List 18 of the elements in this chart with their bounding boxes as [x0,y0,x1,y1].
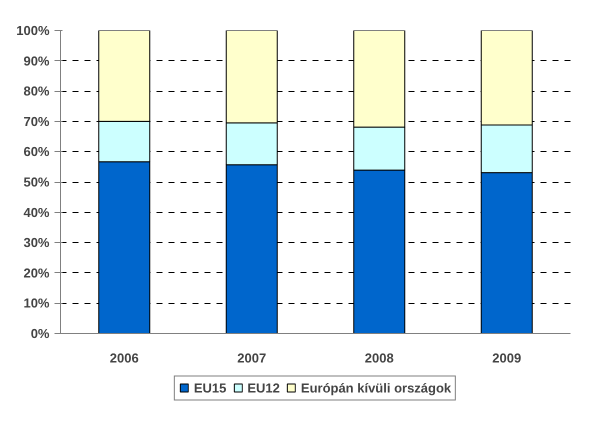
y-tick-label: 50% [23,174,50,190]
legend-label: EU15 [194,380,226,395]
y-tick-label: 100% [16,23,50,38]
y-tick-label: 60% [23,144,50,160]
y-tick-label: 30% [23,235,50,250]
y-tick-label: 10% [23,296,50,311]
x-tick-label: 2006 [110,350,139,366]
y-tick-label: 80% [23,84,50,99]
y-tick-label: 40% [23,204,50,220]
y-tick-label: 70% [23,114,50,129]
legend-label: EU12 [247,380,280,395]
x-tick-label: 2009 [492,350,522,366]
y-tick-label: 20% [23,265,50,280]
legend-label: Európán kívüli országok [300,380,452,395]
y-tick-label: 0% [30,326,50,341]
x-tick-label: 2007 [237,350,266,366]
x-tick-label: 2008 [364,350,394,366]
y-tick-label: 90% [23,53,50,68]
